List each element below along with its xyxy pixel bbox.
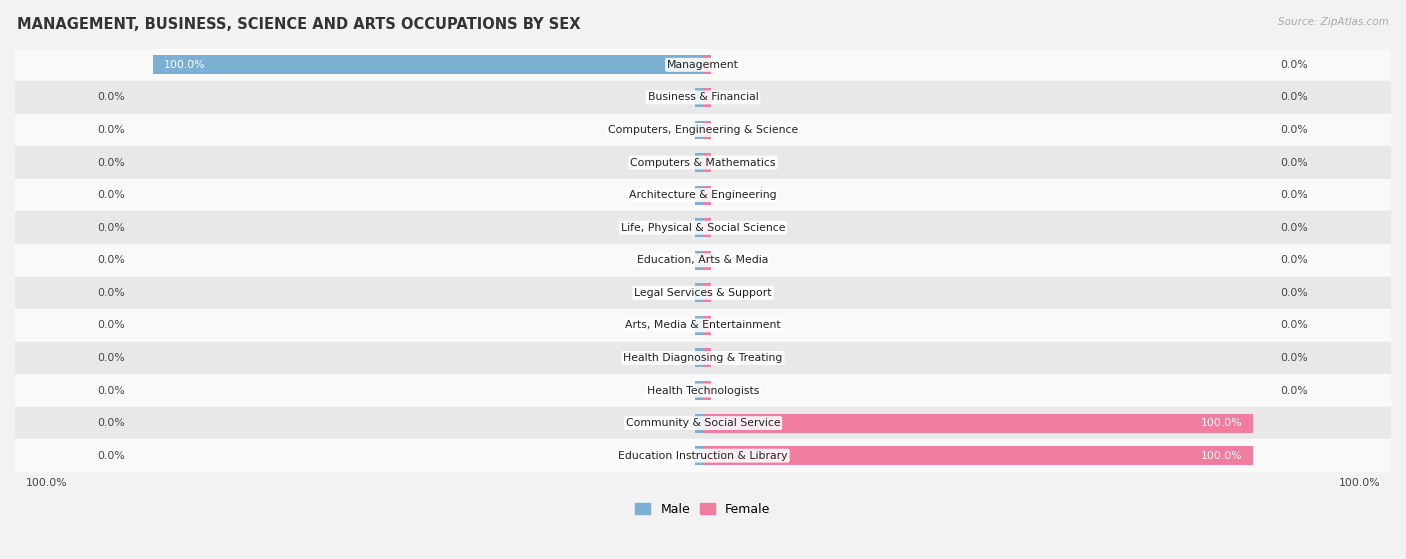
Text: 0.0%: 0.0%: [1281, 92, 1309, 102]
Bar: [703, 414, 1253, 433]
Text: 100.0%: 100.0%: [1201, 451, 1243, 461]
Bar: [695, 186, 703, 205]
Bar: [703, 218, 711, 237]
Text: 0.0%: 0.0%: [1281, 158, 1309, 168]
Text: 0.0%: 0.0%: [97, 255, 125, 265]
Bar: [703, 446, 1253, 465]
Bar: [15, 146, 1391, 179]
Text: MANAGEMENT, BUSINESS, SCIENCE AND ARTS OCCUPATIONS BY SEX: MANAGEMENT, BUSINESS, SCIENCE AND ARTS O…: [17, 17, 581, 32]
Text: Arts, Media & Entertainment: Arts, Media & Entertainment: [626, 320, 780, 330]
Text: 0.0%: 0.0%: [1281, 288, 1309, 298]
Bar: [695, 153, 703, 172]
Text: 0.0%: 0.0%: [1281, 125, 1309, 135]
Text: Education, Arts & Media: Education, Arts & Media: [637, 255, 769, 265]
Bar: [695, 446, 703, 465]
Bar: [15, 49, 1391, 81]
Bar: [15, 244, 1391, 277]
Bar: [15, 374, 1391, 407]
Bar: [703, 251, 711, 269]
Bar: [703, 153, 711, 172]
Bar: [15, 342, 1391, 374]
Text: Architecture & Engineering: Architecture & Engineering: [630, 190, 776, 200]
Text: Life, Physical & Social Science: Life, Physical & Social Science: [621, 222, 785, 233]
Text: 0.0%: 0.0%: [97, 125, 125, 135]
Text: 0.0%: 0.0%: [97, 418, 125, 428]
Text: 0.0%: 0.0%: [97, 353, 125, 363]
Text: 0.0%: 0.0%: [97, 386, 125, 396]
Bar: [15, 113, 1391, 146]
Bar: [695, 381, 703, 400]
Text: 0.0%: 0.0%: [97, 158, 125, 168]
Text: 0.0%: 0.0%: [97, 451, 125, 461]
Text: Computers & Mathematics: Computers & Mathematics: [630, 158, 776, 168]
Text: 0.0%: 0.0%: [1281, 222, 1309, 233]
Bar: [695, 283, 703, 302]
Text: Education Instruction & Library: Education Instruction & Library: [619, 451, 787, 461]
Text: 0.0%: 0.0%: [1281, 60, 1309, 70]
Text: Community & Social Service: Community & Social Service: [626, 418, 780, 428]
Text: 0.0%: 0.0%: [1281, 255, 1309, 265]
Bar: [703, 121, 711, 139]
Bar: [703, 283, 711, 302]
Text: 100.0%: 100.0%: [163, 60, 205, 70]
Bar: [703, 381, 711, 400]
Text: Legal Services & Support: Legal Services & Support: [634, 288, 772, 298]
Bar: [703, 348, 711, 367]
Text: Computers, Engineering & Science: Computers, Engineering & Science: [607, 125, 799, 135]
Bar: [153, 55, 703, 74]
Text: 0.0%: 0.0%: [97, 92, 125, 102]
Bar: [703, 88, 711, 107]
Text: 0.0%: 0.0%: [1281, 320, 1309, 330]
Text: 0.0%: 0.0%: [97, 222, 125, 233]
Text: Source: ZipAtlas.com: Source: ZipAtlas.com: [1278, 17, 1389, 27]
Text: 100.0%: 100.0%: [1201, 418, 1243, 428]
Text: 0.0%: 0.0%: [1281, 190, 1309, 200]
Bar: [15, 309, 1391, 342]
Text: 0.0%: 0.0%: [97, 320, 125, 330]
Legend: Male, Female: Male, Female: [630, 498, 776, 521]
Text: 0.0%: 0.0%: [1281, 386, 1309, 396]
Bar: [695, 251, 703, 269]
Bar: [695, 348, 703, 367]
Bar: [703, 316, 711, 335]
Bar: [703, 186, 711, 205]
Bar: [15, 439, 1391, 472]
Bar: [695, 316, 703, 335]
Text: Management: Management: [666, 60, 740, 70]
Text: Health Technologists: Health Technologists: [647, 386, 759, 396]
Bar: [15, 407, 1391, 439]
Bar: [15, 211, 1391, 244]
Bar: [15, 81, 1391, 113]
Text: 0.0%: 0.0%: [1281, 353, 1309, 363]
Bar: [695, 218, 703, 237]
Text: 0.0%: 0.0%: [97, 190, 125, 200]
Text: Health Diagnosing & Treating: Health Diagnosing & Treating: [623, 353, 783, 363]
Text: 100.0%: 100.0%: [25, 479, 67, 489]
Bar: [15, 277, 1391, 309]
Bar: [695, 121, 703, 139]
Bar: [15, 179, 1391, 211]
Bar: [695, 88, 703, 107]
Text: Business & Financial: Business & Financial: [648, 92, 758, 102]
Bar: [695, 414, 703, 433]
Text: 100.0%: 100.0%: [1339, 479, 1381, 489]
Bar: [703, 55, 711, 74]
Text: 0.0%: 0.0%: [97, 288, 125, 298]
